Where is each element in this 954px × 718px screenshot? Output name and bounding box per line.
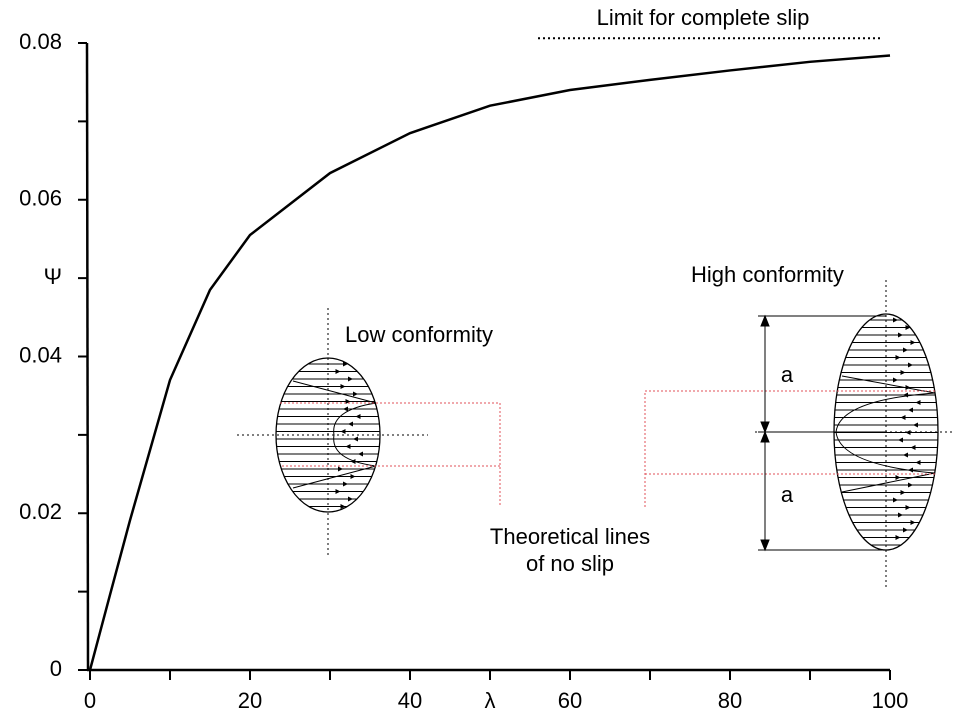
hatch-arrow bbox=[910, 445, 916, 450]
hatch-arrow bbox=[900, 370, 906, 375]
hatch-arrow bbox=[350, 474, 356, 479]
hatch-arrow bbox=[900, 490, 906, 495]
hatch-arrow bbox=[905, 430, 911, 435]
x-tick-label: 60 bbox=[558, 688, 582, 713]
hatch-arrow bbox=[903, 527, 908, 533]
annotation: a bbox=[781, 362, 794, 387]
hatch-arrow bbox=[893, 317, 898, 323]
hatch-arrow bbox=[898, 512, 903, 518]
stress-profile bbox=[292, 380, 377, 489]
hatch-arrow bbox=[343, 406, 348, 412]
x-tick-label: 20 bbox=[238, 688, 262, 713]
hatch-arrow bbox=[908, 407, 913, 413]
hatch-arrow bbox=[908, 482, 913, 488]
y-tick-label: 0.06 bbox=[19, 186, 62, 211]
y-tick-label: Ψ bbox=[44, 264, 62, 289]
annotation: a bbox=[781, 482, 794, 507]
hatch-arrow bbox=[895, 475, 901, 480]
hatch-arrow bbox=[903, 452, 908, 458]
no-slip-line bbox=[280, 402, 501, 507]
hatch-arrow bbox=[340, 429, 346, 434]
hatch-arrow bbox=[908, 362, 913, 368]
hatch-arrow bbox=[358, 451, 363, 457]
hatch-arrow bbox=[348, 496, 353, 502]
no-slip-line bbox=[644, 390, 935, 508]
y-tick-label: 0.02 bbox=[19, 499, 62, 524]
hatch-arrow bbox=[340, 384, 346, 389]
y-axis bbox=[85, 42, 90, 671]
hatch-arrow bbox=[895, 535, 901, 540]
hatch-arrow bbox=[900, 415, 906, 420]
annotation: Theoretical lines bbox=[490, 524, 650, 549]
hatch-arrow bbox=[898, 437, 903, 443]
hatch-arrow bbox=[348, 421, 353, 427]
ellipse bbox=[275, 357, 381, 513]
hatching bbox=[276, 361, 380, 509]
y-tick-label: 0.08 bbox=[19, 29, 62, 54]
hatch-arrow bbox=[355, 414, 361, 419]
hatch-arrow bbox=[905, 325, 911, 330]
x-tick-label: 40 bbox=[398, 688, 422, 713]
x-tick-label: λ bbox=[485, 688, 496, 713]
y-tick-label: 0 bbox=[50, 656, 62, 681]
hatch-arrow bbox=[910, 340, 916, 345]
hatch-arrow bbox=[335, 489, 341, 494]
annotation: of no slip bbox=[526, 551, 614, 576]
hatch-arrow bbox=[913, 422, 918, 428]
curve bbox=[88, 54, 891, 671]
hatch-arrow bbox=[905, 385, 911, 390]
dimension bbox=[758, 314, 886, 552]
hatch-arrow bbox=[335, 369, 341, 374]
hatch-arrow bbox=[893, 497, 898, 503]
hatch-arrow bbox=[903, 347, 908, 353]
hatch-arrow bbox=[893, 377, 898, 383]
hatch-arrow bbox=[915, 460, 921, 465]
limit-label: Limit for complete slip bbox=[597, 5, 810, 30]
x-tick-label: 80 bbox=[718, 688, 742, 713]
hatch-arrow bbox=[895, 355, 901, 360]
x-tick-label: 100 bbox=[872, 688, 909, 713]
hatch-arrow bbox=[348, 376, 353, 382]
annotation: High conformity bbox=[691, 262, 844, 287]
hatch-arrow bbox=[353, 436, 358, 442]
stress-profile bbox=[835, 375, 936, 493]
x-tick-label: 0 bbox=[84, 688, 96, 713]
hatch-arrow bbox=[350, 459, 356, 464]
hatch-arrow bbox=[905, 505, 911, 510]
hatch-arrow bbox=[345, 444, 351, 449]
hatch-arrow bbox=[343, 481, 348, 487]
hatch-arrow bbox=[343, 361, 348, 367]
hatch-arrow bbox=[915, 400, 921, 405]
y-tick-label: 0.04 bbox=[19, 342, 62, 367]
hatch-arrow bbox=[898, 332, 903, 338]
hatch-arrow bbox=[340, 504, 346, 509]
hatch-arrow bbox=[338, 466, 343, 472]
annotation: Low conformity bbox=[345, 322, 493, 347]
hatch-arrow bbox=[345, 399, 351, 404]
hatch-arrow bbox=[910, 520, 916, 525]
hatch-arrow bbox=[353, 391, 358, 397]
hatch-arrow bbox=[908, 542, 913, 548]
